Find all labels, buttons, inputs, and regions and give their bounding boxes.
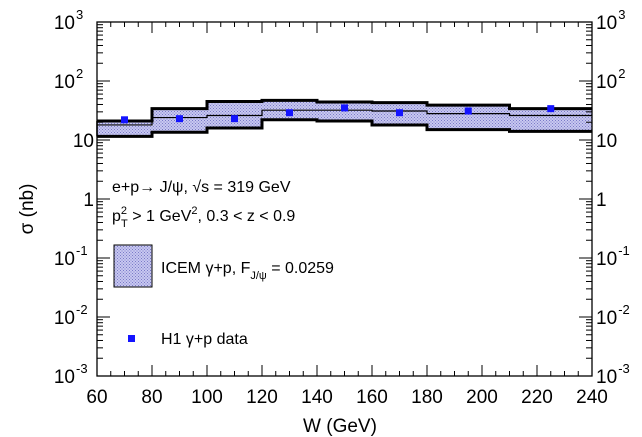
plot-frame bbox=[96, 21, 593, 377]
y-tick-label: 10 bbox=[54, 249, 75, 270]
band-bin bbox=[509, 108, 592, 132]
y-tick-label-exponent: -3 bbox=[76, 361, 88, 376]
y-tick-label: 10 bbox=[596, 13, 617, 34]
legend-band-label: ICEM γ+p, FJ/ψ = 0.0259 bbox=[161, 260, 334, 282]
y-tick-label: 10 bbox=[54, 13, 75, 34]
y-tick-label-exponent: -1 bbox=[76, 243, 88, 258]
data-point bbox=[341, 104, 348, 112]
data-point bbox=[176, 115, 183, 123]
band-upper-edge bbox=[97, 98, 592, 123]
y-tick-label-exponent: 3 bbox=[76, 7, 83, 22]
y-tick-label: 10 bbox=[596, 308, 617, 329]
x-tick-label: 180 bbox=[411, 387, 443, 408]
data-point bbox=[547, 105, 555, 113]
y-tick-label-exponent: -2 bbox=[618, 302, 630, 317]
y-tick-label: 10 bbox=[596, 72, 617, 93]
process-annotation: e+p→ J/ψ, √s = 319 GeV bbox=[112, 179, 291, 196]
y-tick-label: 10 bbox=[54, 367, 75, 388]
data-point bbox=[464, 107, 472, 115]
y-tick-label-exponent: 2 bbox=[76, 66, 83, 81]
data-points bbox=[121, 104, 555, 124]
legend-marker-swatch bbox=[128, 335, 135, 342]
y-tick-label: 10 bbox=[596, 131, 617, 152]
data-point bbox=[396, 109, 403, 117]
band-bin bbox=[207, 101, 262, 128]
y-tick-label-exponent: -1 bbox=[618, 243, 630, 258]
x-tick-label: 100 bbox=[191, 387, 223, 408]
y-tick-label: 10 bbox=[73, 131, 94, 152]
data-point bbox=[121, 116, 128, 124]
axis-ticks bbox=[96, 21, 593, 377]
band-central-line bbox=[97, 109, 592, 126]
x-tick-label: 80 bbox=[141, 387, 162, 408]
y-axis-label: σ (nb) bbox=[17, 184, 38, 235]
cuts-annotation: p2 T > 1 GeV2, 0.3 < z < 0.9 bbox=[112, 205, 295, 230]
band-bin bbox=[317, 102, 372, 121]
x-tick-label: 240 bbox=[576, 387, 608, 408]
y-tick-label: 1 bbox=[83, 190, 94, 211]
band-lower-edge bbox=[97, 118, 592, 138]
y-tick-label-exponent: -2 bbox=[76, 302, 88, 317]
x-tick-label: 60 bbox=[86, 387, 107, 408]
x-tick-label: 160 bbox=[356, 387, 388, 408]
x-axis-label: W (GeV) bbox=[303, 416, 377, 437]
y-tick-label: 10 bbox=[596, 249, 617, 270]
annotations: e+p→ J/ψ, √s = 319 GeV p2 T > 1 GeV2, 0.3 … bbox=[112, 179, 295, 230]
x-tick-label: 120 bbox=[246, 387, 278, 408]
data-point bbox=[231, 115, 238, 123]
y-tick-label-exponent: 2 bbox=[618, 66, 625, 81]
x-tick-label: 140 bbox=[301, 387, 333, 408]
y-tick-label-exponent: 3 bbox=[618, 7, 625, 22]
x-tick-label: 200 bbox=[466, 387, 498, 408]
y-tick-label: 1 bbox=[596, 190, 607, 211]
y-tick-label: 10 bbox=[596, 367, 617, 388]
y-tick-label: 10 bbox=[54, 72, 75, 93]
data-point bbox=[286, 109, 293, 117]
legend-band-swatch bbox=[113, 244, 153, 288]
x-tick-labels: 60 80 100 120 140 160 180 200 220 240 bbox=[86, 387, 607, 408]
legend-marker-label: H1 γ+p data bbox=[161, 331, 248, 348]
band-bin bbox=[97, 120, 152, 137]
x-tick-label: 220 bbox=[521, 387, 553, 408]
legend: ICEM γ+p, FJ/ψ = 0.0259 H1 γ+p data bbox=[113, 244, 334, 348]
y-tick-label: 10 bbox=[54, 308, 75, 329]
y-tick-label-exponent: -3 bbox=[618, 361, 630, 376]
